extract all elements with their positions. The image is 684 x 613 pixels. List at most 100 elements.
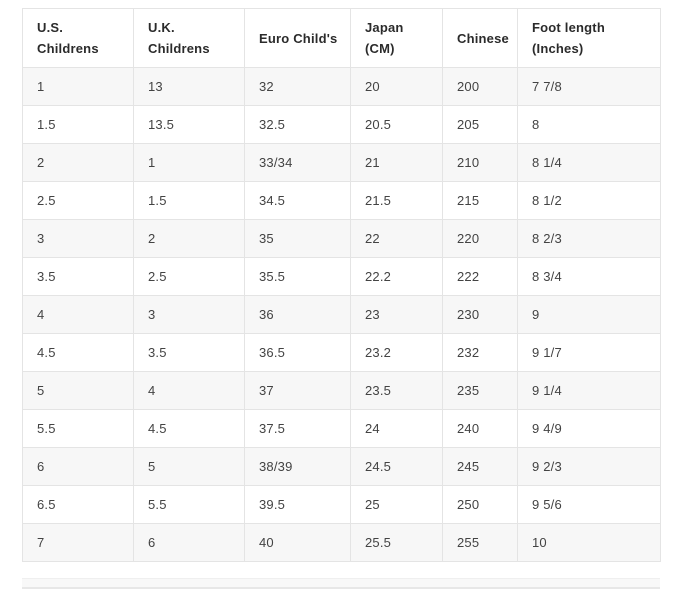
table-cell: 205 [442,105,518,144]
shoe-size-conversion-table: U.S. Childrens U.K. Childrens Euro Child… [22,8,661,562]
table-row: 2 1 33/34 21 210 8 1/4 [22,143,661,182]
table-cell: 8 3/4 [517,257,661,296]
table-cell: 13.5 [133,105,245,144]
table-cell: 8 [517,105,661,144]
table-cell: 40 [244,523,351,562]
table-cell: 250 [442,485,518,524]
table-cell: 4.5 [133,409,245,448]
table-cell: 235 [442,371,518,410]
table-cell: 21.5 [350,181,443,220]
column-header-japan-cm: Japan (CM) [350,8,443,68]
table-cell: 34.5 [244,181,351,220]
table-cell: 36.5 [244,333,351,372]
table-row: 4.5 3.5 36.5 23.2 232 9 1/7 [22,333,661,372]
cropped-next-row [22,578,660,589]
column-header-euro-childs: Euro Child's [244,8,351,68]
table-cell: 6.5 [22,485,134,524]
table-cell: 3.5 [133,333,245,372]
table-cell: 33/34 [244,143,351,182]
table-cell: 23 [350,295,443,334]
table-cell: 3 [22,219,134,258]
column-header-us-childrens: U.S. Childrens [22,8,134,68]
table-cell: 20 [350,67,443,106]
table-cell: 210 [442,143,518,182]
table-cell: 36 [244,295,351,334]
table-row: 5.5 4.5 37.5 24 240 9 4/9 [22,409,661,448]
table-cell: 9 4/9 [517,409,661,448]
table-cell: 4.5 [22,333,134,372]
table-cell: 5 [133,447,245,486]
table-cell: 5 [22,371,134,410]
table-cell: 23.5 [350,371,443,410]
table-cell: 9 2/3 [517,447,661,486]
table-cell: 9 5/6 [517,485,661,524]
column-header-foot-length: Foot length (Inches) [517,8,661,68]
table-row: 7 6 40 25.5 255 10 [22,523,661,562]
table-cell: 5.5 [133,485,245,524]
table-cell: 21 [350,143,443,182]
table-row: 3.5 2.5 35.5 22.2 222 8 3/4 [22,257,661,296]
table-cell: 8 2/3 [517,219,661,258]
table-cell: 38/39 [244,447,351,486]
table-cell: 9 1/7 [517,333,661,372]
table-cell: 232 [442,333,518,372]
table-row: 4 3 36 23 230 9 [22,295,661,334]
table-cell: 39.5 [244,485,351,524]
table-cell: 255 [442,523,518,562]
table-cell: 222 [442,257,518,296]
column-header-chinese: Chinese [442,8,518,68]
table-cell: 245 [442,447,518,486]
table-row: 2.5 1.5 34.5 21.5 215 8 1/2 [22,181,661,220]
table-cell: 37 [244,371,351,410]
table-cell: 25 [350,485,443,524]
table-body: 1 13 32 20 200 7 7/8 1.5 13.5 32.5 20.5 205 8 2 1 33/3… [22,67,661,562]
table-cell: 23.2 [350,333,443,372]
table-cell: 4 [22,295,134,334]
table-cell: 9 [517,295,661,334]
table-cell: 8 1/4 [517,143,661,182]
column-header-uk-childrens: U.K. Childrens [133,8,245,68]
table-cell: 220 [442,219,518,258]
table-cell: 25.5 [350,523,443,562]
table-row: 3 2 35 22 220 8 2/3 [22,219,661,258]
table-cell: 13 [133,67,245,106]
table-cell: 3 [133,295,245,334]
table-row: 5 4 37 23.5 235 9 1/4 [22,371,661,410]
table-cell: 1 [133,143,245,182]
table-cell: 8 1/2 [517,181,661,220]
table-cell: 32 [244,67,351,106]
table-cell: 2.5 [22,181,134,220]
table-cell: 37.5 [244,409,351,448]
table-cell: 5.5 [22,409,134,448]
table-cell: 22.2 [350,257,443,296]
table-cell: 6 [133,523,245,562]
table-cell: 2 [22,143,134,182]
table-row: 1.5 13.5 32.5 20.5 205 8 [22,105,661,144]
table-row: 1 13 32 20 200 7 7/8 [22,67,661,106]
table-cell: 7 [22,523,134,562]
table-cell: 22 [350,219,443,258]
table-cell: 32.5 [244,105,351,144]
table-cell: 24 [350,409,443,448]
table-cell: 240 [442,409,518,448]
table-cell: 215 [442,181,518,220]
table-cell: 6 [22,447,134,486]
header-row: U.S. Childrens U.K. Childrens Euro Child… [22,8,661,68]
table-cell: 10 [517,523,661,562]
table-cell: 1.5 [22,105,134,144]
table-cell: 4 [133,371,245,410]
table-cell: 2.5 [133,257,245,296]
table-cell: 2 [133,219,245,258]
table-cell: 9 1/4 [517,371,661,410]
table-cell: 7 7/8 [517,67,661,106]
table-cell: 1 [22,67,134,106]
table-cell: 35 [244,219,351,258]
table-row: 6.5 5.5 39.5 25 250 9 5/6 [22,485,661,524]
table-row: 6 5 38/39 24.5 245 9 2/3 [22,447,661,486]
table-cell: 35.5 [244,257,351,296]
table-cell: 3.5 [22,257,134,296]
table-cell: 230 [442,295,518,334]
table-header: U.S. Childrens U.K. Childrens Euro Child… [22,8,661,68]
table-cell: 24.5 [350,447,443,486]
